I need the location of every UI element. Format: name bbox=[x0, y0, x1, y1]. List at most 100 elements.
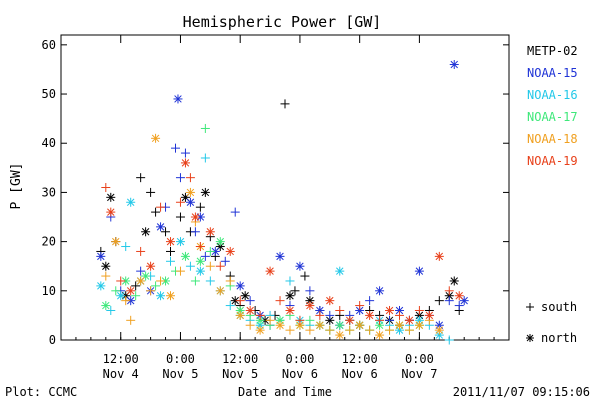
north-point bbox=[235, 281, 245, 291]
south-point bbox=[200, 251, 210, 261]
y-tick-label: 30 bbox=[42, 185, 56, 199]
y-tick-label: 40 bbox=[42, 136, 56, 150]
chart-title: Hemispheric Power [GW] bbox=[183, 13, 382, 31]
south-point bbox=[215, 261, 225, 271]
north-point bbox=[424, 310, 434, 320]
south-point bbox=[185, 261, 195, 271]
south-point bbox=[290, 286, 300, 296]
x-tick-time-label: 0:00 bbox=[166, 352, 195, 366]
south-point bbox=[255, 310, 265, 320]
north-point bbox=[245, 305, 255, 315]
south-point bbox=[265, 315, 275, 325]
north-point bbox=[215, 286, 225, 296]
north-point bbox=[126, 286, 136, 296]
north-point bbox=[275, 320, 285, 330]
north-point bbox=[335, 330, 345, 340]
x-tick-time-label: 12:00 bbox=[222, 352, 258, 366]
south-point bbox=[230, 207, 240, 217]
south-point bbox=[205, 276, 215, 286]
north-point bbox=[404, 315, 414, 325]
north-point bbox=[335, 320, 345, 330]
north-point bbox=[141, 227, 151, 237]
south-point bbox=[106, 305, 116, 315]
south-point bbox=[101, 271, 111, 281]
north-point bbox=[295, 261, 305, 271]
marker-legend-symbol bbox=[526, 334, 534, 342]
north-point bbox=[205, 227, 215, 237]
north-point bbox=[151, 133, 161, 143]
north-point bbox=[96, 281, 106, 291]
south-point bbox=[404, 325, 414, 335]
south-point bbox=[170, 143, 180, 153]
south-point bbox=[175, 197, 185, 207]
south-point bbox=[434, 296, 444, 306]
south-point bbox=[185, 173, 195, 183]
marker-legend-label: north bbox=[541, 331, 577, 345]
north-point bbox=[121, 276, 131, 286]
south-point bbox=[180, 148, 190, 158]
north-point bbox=[265, 266, 275, 276]
north-point bbox=[106, 207, 116, 217]
north-point bbox=[355, 305, 365, 315]
data-points bbox=[96, 60, 469, 345]
north-point bbox=[394, 320, 404, 330]
south-point bbox=[101, 183, 111, 192]
north-point bbox=[136, 276, 146, 286]
north-point bbox=[96, 251, 106, 261]
y-tick-label: 60 bbox=[42, 38, 56, 52]
south-point bbox=[156, 276, 166, 286]
south-point bbox=[146, 187, 156, 197]
legend: METP-02 NOAA-15 NOAA-16 NOAA-17 NOAA-18 NOAA-… bbox=[527, 44, 578, 168]
south-point bbox=[175, 173, 185, 183]
south-point bbox=[146, 286, 156, 296]
plot-frame bbox=[60, 34, 510, 341]
north-point bbox=[195, 256, 205, 266]
north-point bbox=[111, 237, 121, 247]
north-point bbox=[156, 291, 166, 301]
south-point bbox=[225, 276, 235, 286]
north-point bbox=[414, 266, 424, 276]
south-point bbox=[394, 310, 404, 320]
x-tick-date-label: Nov 7 bbox=[401, 367, 437, 381]
north-point bbox=[365, 310, 375, 320]
south-point bbox=[285, 276, 295, 286]
south-point bbox=[325, 325, 335, 335]
south-point bbox=[195, 242, 205, 252]
legend-entry: METP-02 bbox=[527, 44, 578, 58]
legend-entry: NOAA-16 bbox=[527, 88, 578, 102]
south-point bbox=[305, 315, 315, 325]
south-point bbox=[121, 296, 131, 306]
south-point bbox=[325, 310, 335, 320]
south-point bbox=[136, 173, 146, 183]
south-point bbox=[245, 320, 255, 330]
north-point bbox=[175, 237, 185, 247]
south-point bbox=[131, 291, 141, 301]
south-point bbox=[190, 276, 200, 286]
south-point bbox=[190, 227, 200, 237]
north-point bbox=[325, 296, 335, 306]
x-tick-time-label: 0:00 bbox=[405, 352, 434, 366]
north-point bbox=[116, 291, 126, 301]
north-point bbox=[375, 330, 385, 340]
south-point bbox=[205, 246, 215, 256]
south-point bbox=[156, 202, 166, 212]
north-point bbox=[101, 261, 111, 271]
north-point bbox=[255, 315, 265, 325]
marker-legend-symbol bbox=[526, 303, 534, 311]
marker-legend: south north bbox=[526, 300, 577, 345]
y-tick-label: 10 bbox=[42, 284, 56, 298]
north-point bbox=[240, 291, 250, 301]
south-point bbox=[245, 296, 255, 306]
north-point bbox=[355, 320, 365, 330]
north-point bbox=[275, 251, 285, 261]
south-point bbox=[365, 325, 375, 335]
north-point bbox=[345, 315, 355, 325]
north-point bbox=[315, 320, 325, 330]
north-point bbox=[200, 187, 210, 197]
south-point bbox=[235, 296, 245, 306]
x-tick-date-label: Nov 5 bbox=[162, 367, 198, 381]
north-point bbox=[106, 192, 116, 202]
y-axis-label: P [GW] bbox=[9, 163, 24, 210]
legend-entry: NOAA-19 bbox=[527, 154, 578, 168]
